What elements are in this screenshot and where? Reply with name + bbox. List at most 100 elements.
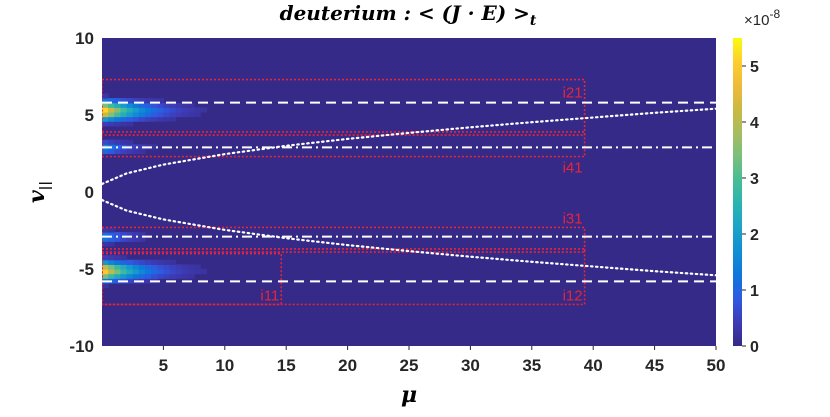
colorbar-tick-label: 0 — [750, 339, 759, 356]
heatmap-cell — [138, 273, 146, 279]
heatmap-cell — [108, 116, 115, 122]
heatmap-cell — [108, 255, 115, 261]
heatmap-cell — [187, 264, 195, 270]
heatmap-cell — [120, 102, 128, 108]
heatmap-cell — [132, 98, 140, 104]
colorbar-tick-label: 4 — [750, 115, 759, 132]
heatmap-cell — [102, 111, 109, 118]
heatmap-cell — [151, 107, 158, 113]
y-axis-label-main: v — [24, 190, 50, 203]
heatmap-cell — [126, 102, 134, 108]
heatmap-cell — [126, 111, 134, 118]
boundary-curve-lower — [102, 198, 716, 277]
heatmap-cell — [102, 121, 109, 127]
heatmap-cell — [151, 273, 158, 279]
colorbar-scale — [733, 38, 742, 346]
heatmap-cell — [157, 259, 164, 265]
colorbar-tick-label: 5 — [750, 59, 759, 76]
heatmap-cell — [108, 111, 115, 118]
heatmap-cell — [108, 236, 115, 242]
heatmap-cell — [144, 259, 152, 265]
heatmap-cell — [126, 98, 134, 104]
heatmap-cell — [102, 259, 109, 265]
y-tick-label: -10 — [69, 337, 94, 356]
heatmap-cell — [181, 107, 189, 113]
heatmap-cell — [108, 139, 115, 145]
heatmap-cell — [132, 111, 140, 118]
heatmap-cell — [187, 273, 195, 279]
y-axis: 10 5 0 -5 -10 — [69, 29, 94, 356]
heatmap-cell — [175, 102, 183, 108]
heatmap-cell — [144, 264, 152, 270]
heatmap-cell — [163, 111, 171, 118]
region-label-i11: i11 — [260, 287, 279, 304]
heatmap-cell — [138, 116, 146, 122]
x-axis-label: μ — [401, 382, 417, 408]
heatmap-cell — [102, 93, 109, 99]
heatmap-cell — [114, 102, 122, 108]
heatmap-cell — [181, 102, 189, 108]
colorbar-multiplier-base: ×10 — [744, 12, 769, 29]
heatmap-cell — [102, 98, 109, 104]
heatmap-cell — [102, 255, 109, 261]
heatmap-cells — [102, 93, 207, 289]
heatmap-cell — [175, 107, 183, 113]
region-box-i11 — [102, 252, 283, 306]
heatmap-cell — [157, 273, 164, 279]
heatmap-cell — [151, 116, 158, 122]
chart-title-main: deuterium : < (J · E) > — [280, 1, 530, 25]
heatmap-cell — [144, 111, 152, 118]
heatmap-cell — [126, 273, 134, 279]
heatmap-cell — [114, 259, 122, 265]
heatmap-cell — [187, 269, 195, 275]
heatmap-cell — [126, 148, 134, 155]
heatmap-cell — [144, 278, 152, 284]
x-tick-label: 35 — [522, 356, 541, 375]
heatmap-cell — [120, 121, 128, 127]
heatmap-cell — [102, 269, 109, 275]
heatmap-cell — [126, 278, 134, 284]
heatmap-cell — [163, 102, 171, 108]
heatmap-cell — [175, 273, 183, 279]
heatmap-cell — [175, 111, 183, 118]
heatmap-cell — [126, 269, 134, 275]
heatmap-cell — [157, 264, 164, 270]
heatmap-cell — [132, 236, 140, 242]
heatmap-cell — [120, 273, 128, 279]
heatmap-cell — [169, 269, 177, 275]
heatmap-cell — [126, 259, 134, 265]
heatmap-cell — [132, 269, 140, 275]
heatmap-cell — [114, 269, 122, 275]
heatmap-cell — [163, 116, 171, 122]
heatmap-cell — [132, 232, 140, 238]
x-tick-label: 25 — [400, 356, 419, 375]
region-label-i12: i12 — [563, 287, 583, 304]
heatmap-cell — [102, 139, 109, 145]
heatmap-cell — [194, 269, 201, 275]
heatmap-cell — [187, 111, 195, 118]
heatmap-cell — [163, 273, 171, 279]
x-tick-label: 15 — [277, 356, 296, 375]
heatmap-cell — [126, 121, 134, 127]
heatmap-cell — [151, 259, 158, 265]
heatmap-cell — [114, 148, 122, 155]
heatmap-cell — [114, 264, 122, 270]
heatmap-cell — [187, 102, 195, 108]
region-box-i31 — [102, 226, 586, 253]
region-box-i12 — [102, 248, 586, 306]
heatmap-cell — [163, 259, 171, 265]
heatmap-cell — [169, 264, 177, 270]
heatmap-cell — [138, 107, 146, 113]
x-tick-label: 5 — [159, 356, 168, 375]
heatmap-cell — [138, 98, 146, 104]
heatmap-cell — [138, 232, 146, 238]
heatmap-cell — [126, 116, 134, 122]
heatmap-cell — [132, 102, 140, 108]
heatmap-cell — [114, 278, 122, 284]
heatmap-cell — [120, 116, 128, 122]
heatmap-cell — [102, 273, 109, 279]
heatmap-cell — [114, 121, 122, 127]
heatmap-cell — [132, 264, 140, 270]
y-tick-label: 0 — [85, 183, 94, 202]
